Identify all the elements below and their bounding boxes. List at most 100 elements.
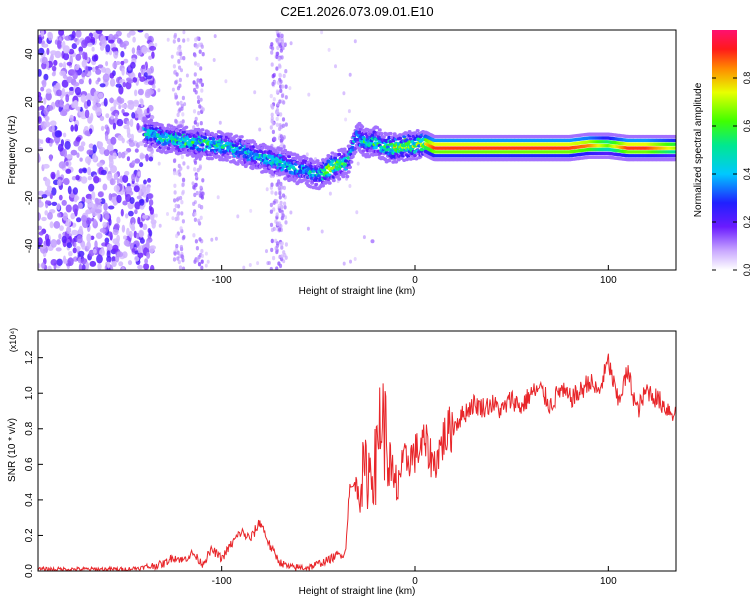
- heatmap-cell: [175, 72, 179, 77]
- heatmap-cell: [174, 247, 178, 252]
- heatmap-cell: [360, 125, 365, 129]
- heatmap-cell: [87, 42, 93, 47]
- heatmap-cell: [56, 169, 60, 177]
- heatmap-cell: [194, 239, 198, 244]
- heatmap-cell: [139, 230, 144, 238]
- heatmap-cell: [112, 152, 117, 160]
- heatmap-cell: [75, 106, 81, 111]
- heatmap-cell: [279, 224, 283, 229]
- heatmap-cell: [38, 190, 45, 196]
- heatmap-cell: [282, 144, 286, 149]
- heatmap-cell: [388, 131, 393, 136]
- heatmap-cell: [121, 266, 125, 270]
- heatmap-cell: [270, 112, 274, 118]
- heatmap-cell: [102, 221, 107, 228]
- heatmap-cell: [75, 136, 81, 142]
- heatmap-cell: [212, 58, 216, 62]
- heatmap-cell: [51, 71, 56, 77]
- heatmap-cell: [97, 191, 104, 198]
- heatmap-cell: [53, 59, 58, 66]
- heatmap-cell: [88, 183, 95, 192]
- heatmap-cell: [201, 52, 205, 57]
- heatmap-cell: [44, 178, 51, 187]
- heatmap-cell: [80, 215, 88, 223]
- colorbar-tick-label: 0.0: [742, 264, 750, 277]
- heatmap-cell: [201, 178, 205, 183]
- heatmap-cell: [178, 65, 182, 70]
- figure-title: C2E1.2026.073.09.01.E10: [280, 4, 433, 19]
- heatmap-cell: [38, 69, 42, 77]
- heatmap-cell: [82, 168, 87, 174]
- heatmap-cell: [93, 218, 97, 226]
- heatmap-cell: [174, 80, 178, 85]
- heatmap-cell: [136, 107, 141, 115]
- heatmap-cell: [193, 200, 197, 205]
- heatmap-cell: [284, 122, 288, 127]
- heatmap-cell: [185, 73, 189, 78]
- heatmap-cell: [86, 99, 91, 107]
- snr-y-tick-label: 0.2: [24, 528, 35, 542]
- heatmap-cell: [281, 41, 285, 46]
- heatmap-cell: [177, 259, 181, 265]
- heatmap-cell: [271, 81, 275, 87]
- heatmap-cell: [672, 142, 676, 146]
- heatmap-cell: [127, 100, 134, 105]
- heatmap-cell: [218, 120, 222, 125]
- heatmap-cell: [38, 212, 41, 221]
- heatmap-cell: [394, 160, 399, 164]
- heatmap-cell: [284, 242, 288, 247]
- heatmap-cell: [147, 228, 151, 234]
- heatmap-cell: [122, 112, 130, 117]
- heatmap-cell: [164, 135, 168, 139]
- heatmap-cell: [113, 201, 117, 206]
- heatmap-cell: [181, 258, 185, 263]
- heatmap-cell: [180, 154, 184, 160]
- heatmap-cell: [342, 147, 347, 151]
- heatmap-cell: [118, 261, 124, 267]
- heatmap-cell: [235, 162, 240, 166]
- heatmap-cell: [76, 235, 83, 244]
- heatmap-cell: [258, 127, 262, 132]
- heatmap-cell: [283, 156, 288, 161]
- heatmap-cell: [173, 32, 177, 38]
- heatmap-cell: [100, 169, 107, 175]
- heatmap-cell: [193, 167, 197, 172]
- heatmap-cell: [111, 47, 118, 52]
- heatmap-cell: [276, 80, 281, 85]
- heatmap-cell: [279, 112, 283, 117]
- heatmap-cell: [79, 157, 83, 162]
- heatmap-cell: [236, 214, 240, 219]
- heatmap-cell: [304, 156, 309, 161]
- heatmap-cell: [87, 202, 93, 208]
- heatmap-cell: [281, 213, 285, 218]
- heatmap-cell: [284, 84, 288, 89]
- spectrogram-x-tick-label: -100: [212, 275, 232, 286]
- heatmap-cell: [97, 77, 101, 82]
- heatmap-cell: [85, 198, 92, 204]
- heatmap-cell: [181, 189, 185, 195]
- heatmap-cell: [90, 112, 94, 122]
- heatmap-cell: [180, 254, 184, 259]
- heatmap-cell: [199, 66, 203, 71]
- heatmap-cell: [110, 115, 115, 120]
- heatmap-cell: [272, 255, 276, 261]
- heatmap-cell: [280, 33, 284, 38]
- heatmap-cell: [75, 246, 81, 251]
- heatmap-cell: [137, 216, 141, 225]
- heatmap-cell: [173, 190, 177, 195]
- heatmap-cell: [56, 203, 61, 211]
- heatmap-cell: [97, 64, 104, 69]
- heatmap-cell: [272, 207, 276, 212]
- heatmap-cell: [148, 199, 154, 206]
- heatmap-cell: [100, 198, 106, 205]
- heatmap-cell: [38, 142, 41, 148]
- heatmap-cell: [129, 197, 135, 204]
- heatmap-cell: [672, 150, 676, 154]
- spectrogram-y-label: Frequency (Hz): [7, 116, 18, 185]
- heatmap-cell: [282, 259, 286, 264]
- heatmap-cell: [147, 193, 154, 200]
- heatmap-cell: [282, 100, 286, 105]
- heatmap-cell: [41, 79, 47, 88]
- heatmap-cell: [41, 43, 49, 48]
- spectrogram-heatmap: [38, 30, 676, 270]
